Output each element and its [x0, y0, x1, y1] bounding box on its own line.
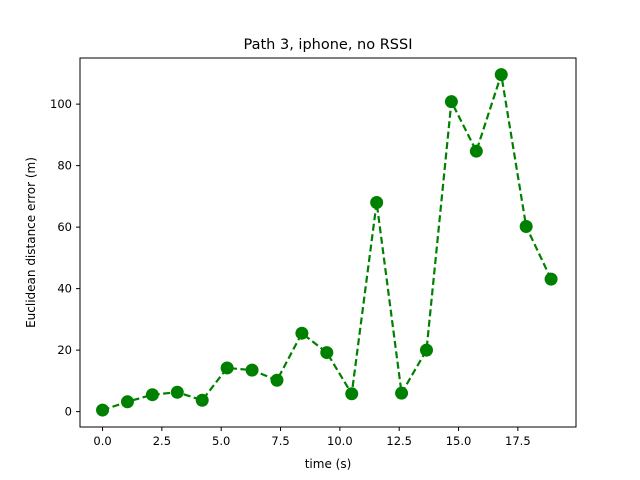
data-point	[519, 220, 533, 234]
data-point	[345, 387, 359, 401]
x-tick-label: 7.5	[271, 434, 289, 448]
y-axis: 0 20 40 60 80 100	[50, 97, 80, 419]
x-tick-label: 17.5	[505, 434, 531, 448]
y-tick-label: 0	[65, 405, 72, 419]
data-point	[145, 388, 159, 402]
data-point	[395, 386, 409, 400]
data-point	[320, 346, 334, 360]
x-tick-label: 10.0	[327, 434, 353, 448]
axes-frame	[79, 57, 577, 428]
data-point	[220, 361, 234, 375]
data-point	[544, 272, 558, 286]
x-axis: 0.0 2.5 5.0 7.5 10.0 12.5 15.0 17.5	[93, 427, 531, 448]
x-tick-label: 2.5	[153, 434, 171, 448]
y-tick-label: 40	[57, 282, 72, 296]
y-axis-label: Euclidean distance error (m)	[24, 157, 38, 328]
data-point	[295, 326, 309, 340]
data-point	[245, 363, 259, 377]
data-point	[370, 196, 384, 210]
data-point	[419, 343, 433, 357]
data-point	[444, 95, 458, 109]
plot-area	[96, 68, 558, 417]
data-point	[120, 395, 134, 409]
data-point	[270, 373, 284, 387]
y-tick-label: 60	[57, 220, 72, 234]
data-point	[494, 68, 508, 82]
x-tick-label: 15.0	[446, 434, 472, 448]
chart-title: Path 3, iphone, no RSSI	[244, 37, 413, 53]
data-point	[96, 403, 110, 417]
data-point	[195, 393, 209, 407]
y-tick-label: 100	[50, 97, 72, 111]
data-point	[170, 385, 184, 399]
x-tick-label: 5.0	[212, 434, 230, 448]
data-point	[469, 144, 483, 158]
x-axis-label: time (s)	[305, 457, 352, 471]
x-tick-label: 12.5	[386, 434, 412, 448]
y-tick-label: 80	[57, 159, 72, 173]
y-tick-label: 20	[57, 343, 72, 357]
x-tick-label: 0.0	[93, 434, 111, 448]
